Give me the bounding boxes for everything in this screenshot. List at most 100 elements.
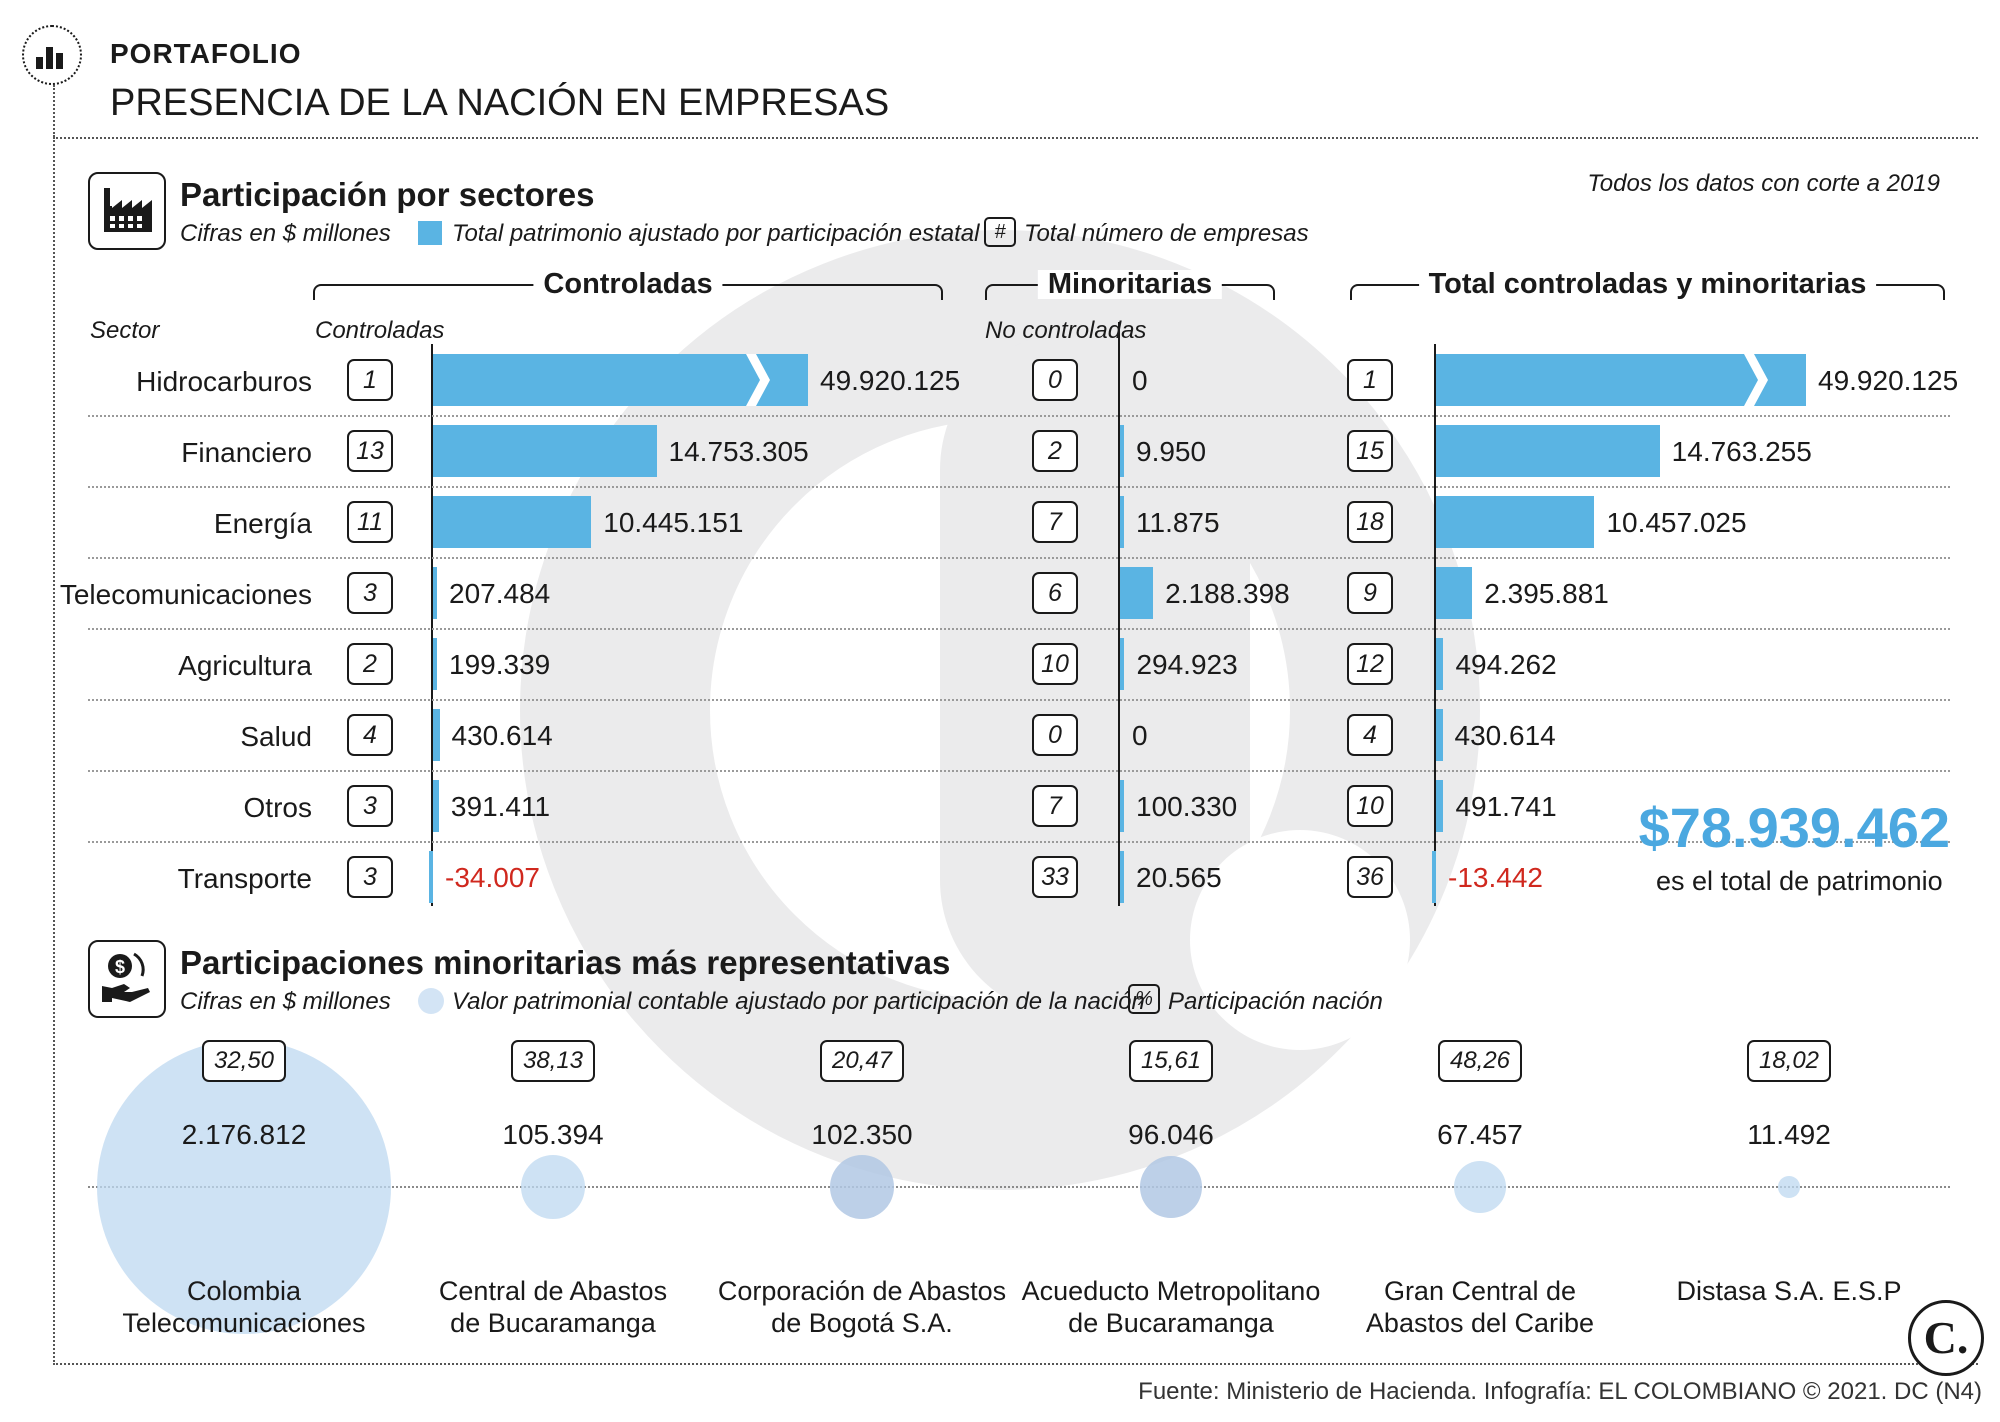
bubble-value: 105.394: [502, 1119, 604, 1150]
row-divider: [88, 699, 1950, 701]
participation-badge: 15,61: [1129, 1040, 1213, 1082]
value-label: 494.262: [1455, 649, 1557, 680]
company-name-line: Acueducto Metropolitano: [1021, 1276, 1321, 1306]
bracket-minoritarias: Minoritarias: [985, 270, 1275, 300]
bar-break-icon: [746, 354, 774, 406]
value-label: 430.614: [451, 720, 553, 751]
value-label: 391.411: [450, 791, 551, 822]
bracket-controladas: Controladas: [313, 270, 943, 300]
bracket-total: Total controladas y minoritarias: [1350, 270, 1945, 300]
count-badge: 1: [347, 359, 393, 401]
page-title: PRESENCIA DE LA NACIÓN EN EMPRESAS: [110, 82, 890, 124]
legend-pct-badge: %: [1128, 984, 1160, 1014]
legend-bar-swatch: [418, 221, 442, 245]
value-label: 10.445.151: [603, 507, 744, 538]
col-sector: Sector: [90, 317, 160, 344]
value-label: 14.753.305: [668, 436, 809, 467]
sector-label: Otros: [243, 792, 312, 823]
axis-total: [1434, 344, 1436, 906]
value-bubble: [520, 1154, 586, 1220]
count-badge: 18: [1347, 501, 1393, 543]
count-badge: 3: [347, 856, 393, 898]
value-bar: [1432, 851, 1436, 903]
sector-label: Financiero: [181, 437, 312, 468]
total-patrimonio-value: $78.939.462: [1638, 796, 1950, 859]
row-divider: [88, 486, 1950, 488]
value-bar: [1120, 425, 1124, 477]
company-name-line: Distasa S.A. E.S.P: [1676, 1276, 1902, 1306]
company-name-line: de Bucaramanga: [450, 1308, 656, 1338]
value-label: 14.763.255: [1671, 436, 1812, 467]
value-bar: [1120, 851, 1124, 903]
value-bar: [1436, 780, 1444, 832]
row-divider: [88, 628, 1950, 630]
value-label: 20.565: [1136, 862, 1222, 893]
bubble-value: 102.350: [811, 1119, 913, 1150]
value-label: 199.339: [449, 649, 551, 680]
count-badge: 4: [1347, 714, 1393, 756]
value-bar: [433, 780, 439, 832]
value-bar: [429, 851, 433, 903]
value-label: 207.484: [449, 578, 551, 609]
value-bar: [1436, 638, 1444, 690]
count-badge: 6: [1032, 572, 1078, 614]
sector-label: Transporte: [177, 863, 312, 894]
frame-connector: [53, 85, 55, 137]
value-bar: [1436, 496, 1595, 548]
value-bar: [1120, 780, 1124, 832]
count-badge: 10: [1032, 643, 1078, 685]
group-label-controladas: Controladas: [533, 270, 723, 299]
company-name-line: Abastos del Caribe: [1365, 1308, 1595, 1338]
value-label: 49.920.125: [820, 365, 961, 396]
value-bar: [433, 709, 440, 761]
value-label: 100.330: [1136, 791, 1238, 822]
count-badge: 2: [1032, 430, 1078, 472]
bubble-value: 2.176.812: [181, 1119, 307, 1150]
company-name-line: Telecomunicaciones: [122, 1308, 366, 1338]
legend-circle-label: Valor patrimonial contable ajustado por …: [452, 988, 1145, 1015]
value-bar: [1436, 354, 1806, 406]
sector-label: Energía: [213, 508, 312, 539]
value-bar: [1120, 638, 1125, 690]
section1-units: Cifras en $ millones: [180, 220, 391, 247]
el-colombiano-logo: C.: [1908, 1300, 1984, 1376]
total-patrimonio-caption: es el total de patrimonio: [1656, 866, 1943, 896]
section1-title: Participación por sectores: [180, 176, 595, 213]
axis-minoritarias: [1118, 322, 1120, 906]
bubble-value: 67.457: [1437, 1119, 1523, 1150]
count-badge: 15: [1347, 430, 1393, 472]
value-label: 430.614: [1454, 720, 1556, 751]
value-bubble: [830, 1155, 894, 1219]
value-label: 2.395.881: [1484, 578, 1609, 609]
count-badge: 9: [1347, 572, 1393, 614]
company-name-line: Corporación de Abastos: [717, 1276, 1007, 1306]
value-label: 0: [1132, 365, 1148, 396]
row-divider: [88, 770, 1950, 772]
count-badge: 36: [1347, 856, 1393, 898]
value-label: 2.188.398: [1165, 578, 1290, 609]
company-name-line: Colombia: [186, 1276, 302, 1306]
company-name-line: de Bogotá S.A.: [771, 1308, 953, 1338]
chart-icon: [22, 25, 82, 85]
frame: [53, 137, 1978, 1365]
value-label: 49.920.125: [1818, 365, 1959, 396]
legend-circle-swatch: [418, 988, 444, 1014]
value-bar: [1120, 567, 1154, 619]
sector-label: Agricultura: [178, 650, 312, 681]
value-label: -13.442: [1448, 862, 1543, 893]
section2-units: Cifras en $ millones: [180, 988, 391, 1015]
company-name: Central de Abastos de Bucaramanga: [393, 1275, 713, 1339]
count-badge: 4: [347, 714, 393, 756]
value-label: 0: [1132, 720, 1148, 751]
sector-label: Hidrocarburos: [136, 366, 312, 397]
participation-badge: 32,50: [202, 1040, 286, 1082]
participation-badge: 18,02: [1747, 1040, 1831, 1082]
bar-break-icon: [1744, 354, 1772, 406]
value-bubble: [1140, 1156, 1202, 1218]
count-badge: 7: [1032, 785, 1078, 827]
value-bubble: [1454, 1161, 1506, 1213]
factory-icon: [88, 172, 166, 250]
count-badge: 3: [347, 785, 393, 827]
money-hand-icon: $: [88, 940, 166, 1018]
company-name-line: de Bucaramanga: [1068, 1308, 1274, 1338]
